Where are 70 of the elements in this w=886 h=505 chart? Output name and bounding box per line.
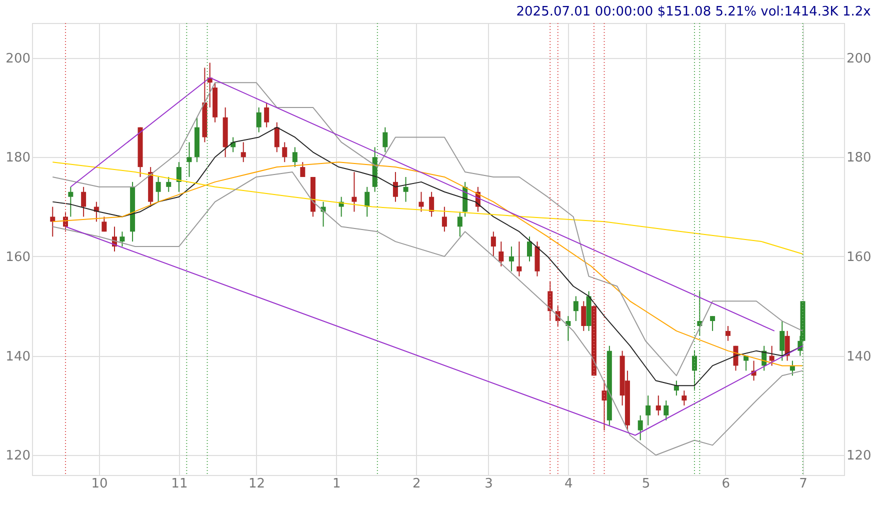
candlestick xyxy=(156,176,161,202)
candlestick xyxy=(638,414,643,441)
y-tick-label: 140 xyxy=(6,349,30,364)
y-tick-label: 180 xyxy=(6,150,30,166)
candlestick xyxy=(527,236,532,262)
y2-tick-label: 180 xyxy=(846,150,872,166)
x-tick-label: 7 xyxy=(799,476,808,492)
y2-tick-label: 120 xyxy=(846,448,872,464)
candlestick xyxy=(300,162,306,178)
candlestick xyxy=(710,316,716,332)
chart-title: 2025.07.01 00:00:00 $151.08 5.21% vol:1414.3K 1.2x xyxy=(516,4,872,20)
candlestick xyxy=(442,206,447,232)
candlestick xyxy=(240,142,246,163)
x-tick-label: 3 xyxy=(484,476,493,492)
candlestick xyxy=(581,300,586,332)
candlestick xyxy=(264,102,270,128)
candlestick xyxy=(726,325,730,342)
candlestick xyxy=(516,241,522,277)
candlestick xyxy=(498,241,504,267)
y-tick-label: 200 xyxy=(6,51,30,66)
candlestick xyxy=(176,162,182,192)
x-tick-label: 4 xyxy=(564,476,573,492)
candlestick xyxy=(744,355,749,372)
line-series xyxy=(52,162,804,254)
candlestick xyxy=(102,216,107,232)
candlestick xyxy=(364,186,370,218)
candlestick xyxy=(429,191,434,218)
line-series xyxy=(52,172,804,456)
candlestick xyxy=(602,380,607,431)
candlestick xyxy=(120,231,125,248)
x-tick-label: 10 xyxy=(91,476,108,492)
candlestick xyxy=(573,296,578,322)
line-series xyxy=(52,82,804,376)
x-tick-label: 1 xyxy=(332,476,341,492)
candlestick xyxy=(68,186,74,218)
candlestick xyxy=(682,390,687,406)
candlestick xyxy=(780,320,785,362)
y2-tick-label: 140 xyxy=(846,349,872,364)
candlestick xyxy=(403,176,408,202)
candlestick xyxy=(81,186,86,218)
candlestick xyxy=(382,126,388,153)
candlestick xyxy=(166,176,172,192)
candlestick xyxy=(490,231,496,257)
candlestick xyxy=(790,360,795,376)
y2-tick-label: 160 xyxy=(846,250,872,265)
candlestick xyxy=(50,206,56,238)
candlestick xyxy=(186,142,192,178)
candlestick xyxy=(646,395,651,426)
candlestick xyxy=(457,211,462,238)
x-tick-label: 6 xyxy=(722,476,730,492)
y2-tick-label: 200 xyxy=(846,51,872,66)
candlestick xyxy=(656,395,661,416)
candlestick xyxy=(664,400,669,421)
candlestick xyxy=(769,345,774,366)
candlestick xyxy=(784,330,790,362)
candlestick xyxy=(674,380,679,396)
y-tick-label: 120 xyxy=(6,448,30,464)
x-tick-label: 2 xyxy=(412,476,421,492)
x-tick-label: 11 xyxy=(171,476,188,492)
y-tick-label: 160 xyxy=(6,250,30,265)
candlestick xyxy=(274,122,280,153)
candlestick xyxy=(282,142,288,163)
candlestick xyxy=(508,246,514,272)
candlestick xyxy=(392,172,398,202)
candlestick xyxy=(256,106,262,133)
x-tick-label: 12 xyxy=(248,476,266,492)
candlestick xyxy=(292,146,298,168)
candlestick xyxy=(352,172,357,212)
x-tick-label: 5 xyxy=(642,476,650,492)
candlestick xyxy=(418,191,424,212)
